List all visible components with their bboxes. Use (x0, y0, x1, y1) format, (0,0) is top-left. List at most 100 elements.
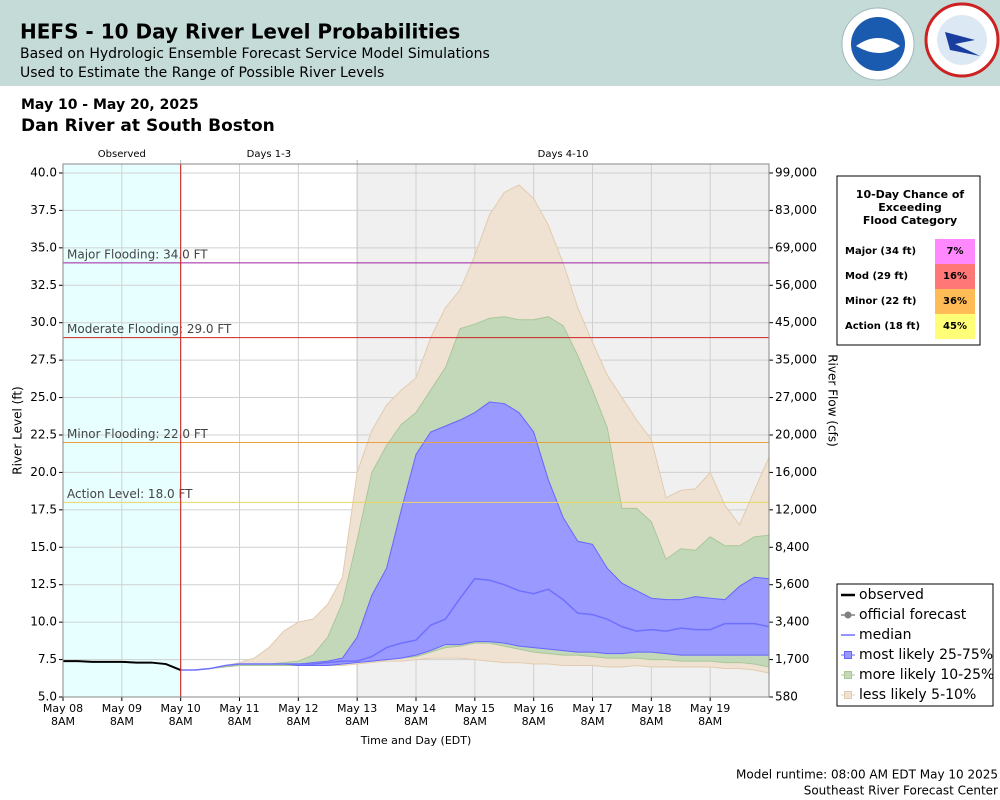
x-tick-label: May 08 (43, 702, 83, 715)
row-label: Action (18 ft) (845, 321, 920, 332)
y2-tick-label: 35,000 (775, 353, 817, 367)
x-tick-label: 8AM (639, 715, 663, 728)
legend-label: median (859, 627, 911, 643)
table-title: 10-Day Chance of (856, 188, 965, 201)
y2-tick-label: 20,000 (775, 427, 817, 441)
series-line (63, 660, 182, 671)
row-swatch (935, 314, 975, 339)
y-tick-label: 25.0 (30, 390, 57, 404)
y-tick-label: 17.5 (30, 502, 57, 516)
center: Southeast River Forecast Center (804, 784, 998, 798)
flood-label: Major Flooding: 34.0 FT (67, 247, 208, 261)
legend-swatch (844, 691, 852, 699)
row-value: 7% (947, 246, 964, 257)
row-swatch (935, 239, 975, 264)
y2-axis-label: River Flow (cfs) (826, 354, 840, 447)
y-tick-label: 32.5 (30, 278, 57, 292)
y2-tick-label: 5,600 (775, 577, 809, 591)
y2-tick-label: 69,000 (775, 240, 817, 254)
plot: Observed Days 1-3 Days 4-10 5.0 7.5 10.0 12.5 1… (11, 149, 840, 747)
legend-label: most likely 25-75% (859, 647, 993, 663)
row-value: 16% (943, 271, 967, 282)
y-tick-label: 37.5 (30, 203, 57, 217)
period-label: Observed (98, 149, 146, 160)
row-label: Minor (22 ft) (845, 296, 916, 307)
y-tick-label: 40.0 (30, 165, 57, 179)
x-tick-label: May 17 (572, 702, 612, 715)
runtime: Model runtime: 08:00 AM EDT May 10 2025 (736, 768, 998, 782)
header-band (0, 0, 1000, 86)
x-axis-label: Time and Day (EDT) (360, 734, 472, 747)
row-label: Mod (29 ft) (845, 271, 908, 282)
y-tick-label: 5.0 (38, 690, 57, 704)
y2-tick-label: 3,400 (775, 615, 809, 629)
y-tick-label: 22.5 (30, 427, 57, 441)
legend-frame (836, 583, 994, 707)
x-tick-label: 8AM (698, 715, 722, 728)
plot-frame (62, 163, 770, 698)
noaa-bird (856, 38, 900, 53)
table-title: Exceeding (878, 201, 941, 214)
x-tick-label: May 15 (455, 702, 495, 715)
y2-tick-label: 1,700 (775, 652, 809, 666)
legend: observed official forecast median most like… (836, 583, 994, 707)
period-label: Days 1-3 (247, 149, 291, 160)
y-tick-label: 7.5 (38, 652, 57, 666)
y-tick-label: 15.0 (30, 540, 57, 554)
legend-swatch (844, 651, 852, 659)
y2-tick-label: 83,000 (775, 203, 817, 217)
legend-label: more likely 10-25% (859, 667, 994, 683)
title: HEFS - 10 Day River Level Probabilities (20, 20, 460, 44)
table-title: Flood Category (863, 214, 957, 227)
legend-dot (844, 611, 852, 619)
x-tick-label: May 16 (514, 702, 554, 715)
row-value: 45% (943, 321, 967, 332)
x-tick-label: May 13 (337, 702, 377, 715)
row-label: Major (34 ft) (845, 246, 916, 257)
y-axis-label: River Level (ft) (11, 386, 25, 474)
x-tick-label: May 10 (161, 702, 201, 715)
y-tick-label: 12.5 (30, 577, 57, 591)
x-tick-label: 8AM (580, 715, 604, 728)
x-tick-label: May 14 (396, 702, 436, 715)
x-tick-label: 8AM (463, 715, 487, 728)
y-tick-label: 20.0 (30, 465, 57, 479)
x-tick-label: 8AM (227, 715, 251, 728)
x-tick-label: 8AM (345, 715, 369, 728)
x-tick-label: 8AM (169, 715, 193, 728)
flood-label: Moderate Flooding: 29.0 FT (67, 322, 232, 336)
row-swatch (935, 264, 975, 289)
y2-tick-label: 56,000 (775, 278, 817, 292)
legend-swatch (844, 671, 852, 679)
x-tick-label: May 11 (219, 702, 259, 715)
x-tick-label: 8AM (286, 715, 310, 728)
subtitle: Used to Estimate the Range of Possible R… (20, 65, 384, 81)
legend-label: less likely 5-10% (859, 687, 976, 703)
y2-tick-label: 99,000 (775, 165, 817, 179)
period-label: Days 4-10 (538, 149, 589, 160)
x-tick-label: May 18 (631, 702, 671, 715)
y2-tick-label: 580 (775, 690, 798, 704)
x-tick-label: 8AM (110, 715, 134, 728)
x-tick-label: 8AM (51, 715, 75, 728)
x-tick-label: May 09 (102, 702, 142, 715)
y2-tick-label: 12,000 (775, 502, 817, 516)
legend-label: observed (859, 587, 924, 603)
flood-label: Minor Flooding: 22.0 FT (67, 427, 209, 441)
x-tick-label: 8AM (522, 715, 546, 728)
y2-tick-label: 27,000 (775, 390, 817, 404)
flood-label: Action Level: 18.0 FT (67, 487, 193, 501)
y-tick-label: 30.0 (30, 315, 57, 329)
y-tick-label: 27.5 (30, 353, 57, 367)
y2-tick-label: 45,000 (775, 315, 817, 329)
y-tick-label: 35.0 (30, 240, 57, 254)
x-tick-label: May 12 (278, 702, 318, 715)
y-tick-label: 10.0 (30, 615, 57, 629)
station: Dan River at South Boston (21, 116, 275, 136)
legend-label: official forecast (859, 607, 967, 623)
date-range: May 10 - May 20, 2025 (21, 97, 199, 113)
y2-tick-label: 8,400 (775, 540, 809, 554)
x-tick-label: 8AM (404, 715, 428, 728)
